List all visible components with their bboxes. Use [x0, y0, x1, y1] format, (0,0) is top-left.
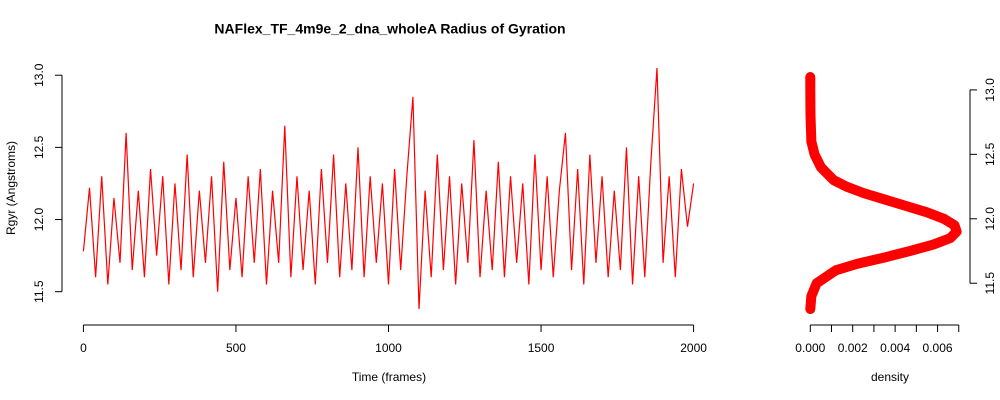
x-tick-label: 2000 — [680, 341, 707, 355]
x-tick-label: 0.006 — [923, 341, 953, 355]
density-curve — [805, 72, 962, 314]
x-tick-label: 1500 — [528, 341, 555, 355]
x-axis-label: Time (frames) — [352, 370, 426, 384]
x-tick-label: 1000 — [375, 341, 402, 355]
y-tick-label: 11.5 — [983, 272, 997, 295]
x-tick-label: 500 — [226, 341, 246, 355]
x-axis-label: density — [871, 370, 909, 384]
y-tick-label: 13.0 — [983, 78, 997, 102]
y-tick-label: 12.5 — [983, 142, 997, 166]
data-line — [82, 67, 695, 310]
y-tick-label: 12.0 — [983, 207, 997, 231]
y-tick-label: 11.5 — [32, 280, 46, 303]
y-tick-label: 13.0 — [32, 63, 46, 87]
chart-title: NAFlex_TF_4m9e_2_dna_wholeA Radius of Gy… — [214, 21, 565, 37]
x-tick-label: 0 — [80, 341, 87, 355]
x-tick-label: 0.002 — [838, 341, 868, 355]
y-tick-label: 12.5 — [32, 135, 46, 159]
x-tick-label: 0.004 — [880, 341, 910, 355]
y-axis-label: Rgyr (Angstroms) — [4, 141, 18, 235]
y-tick-label: 12.0 — [32, 208, 46, 232]
x-tick-label: 0.000 — [795, 341, 825, 355]
